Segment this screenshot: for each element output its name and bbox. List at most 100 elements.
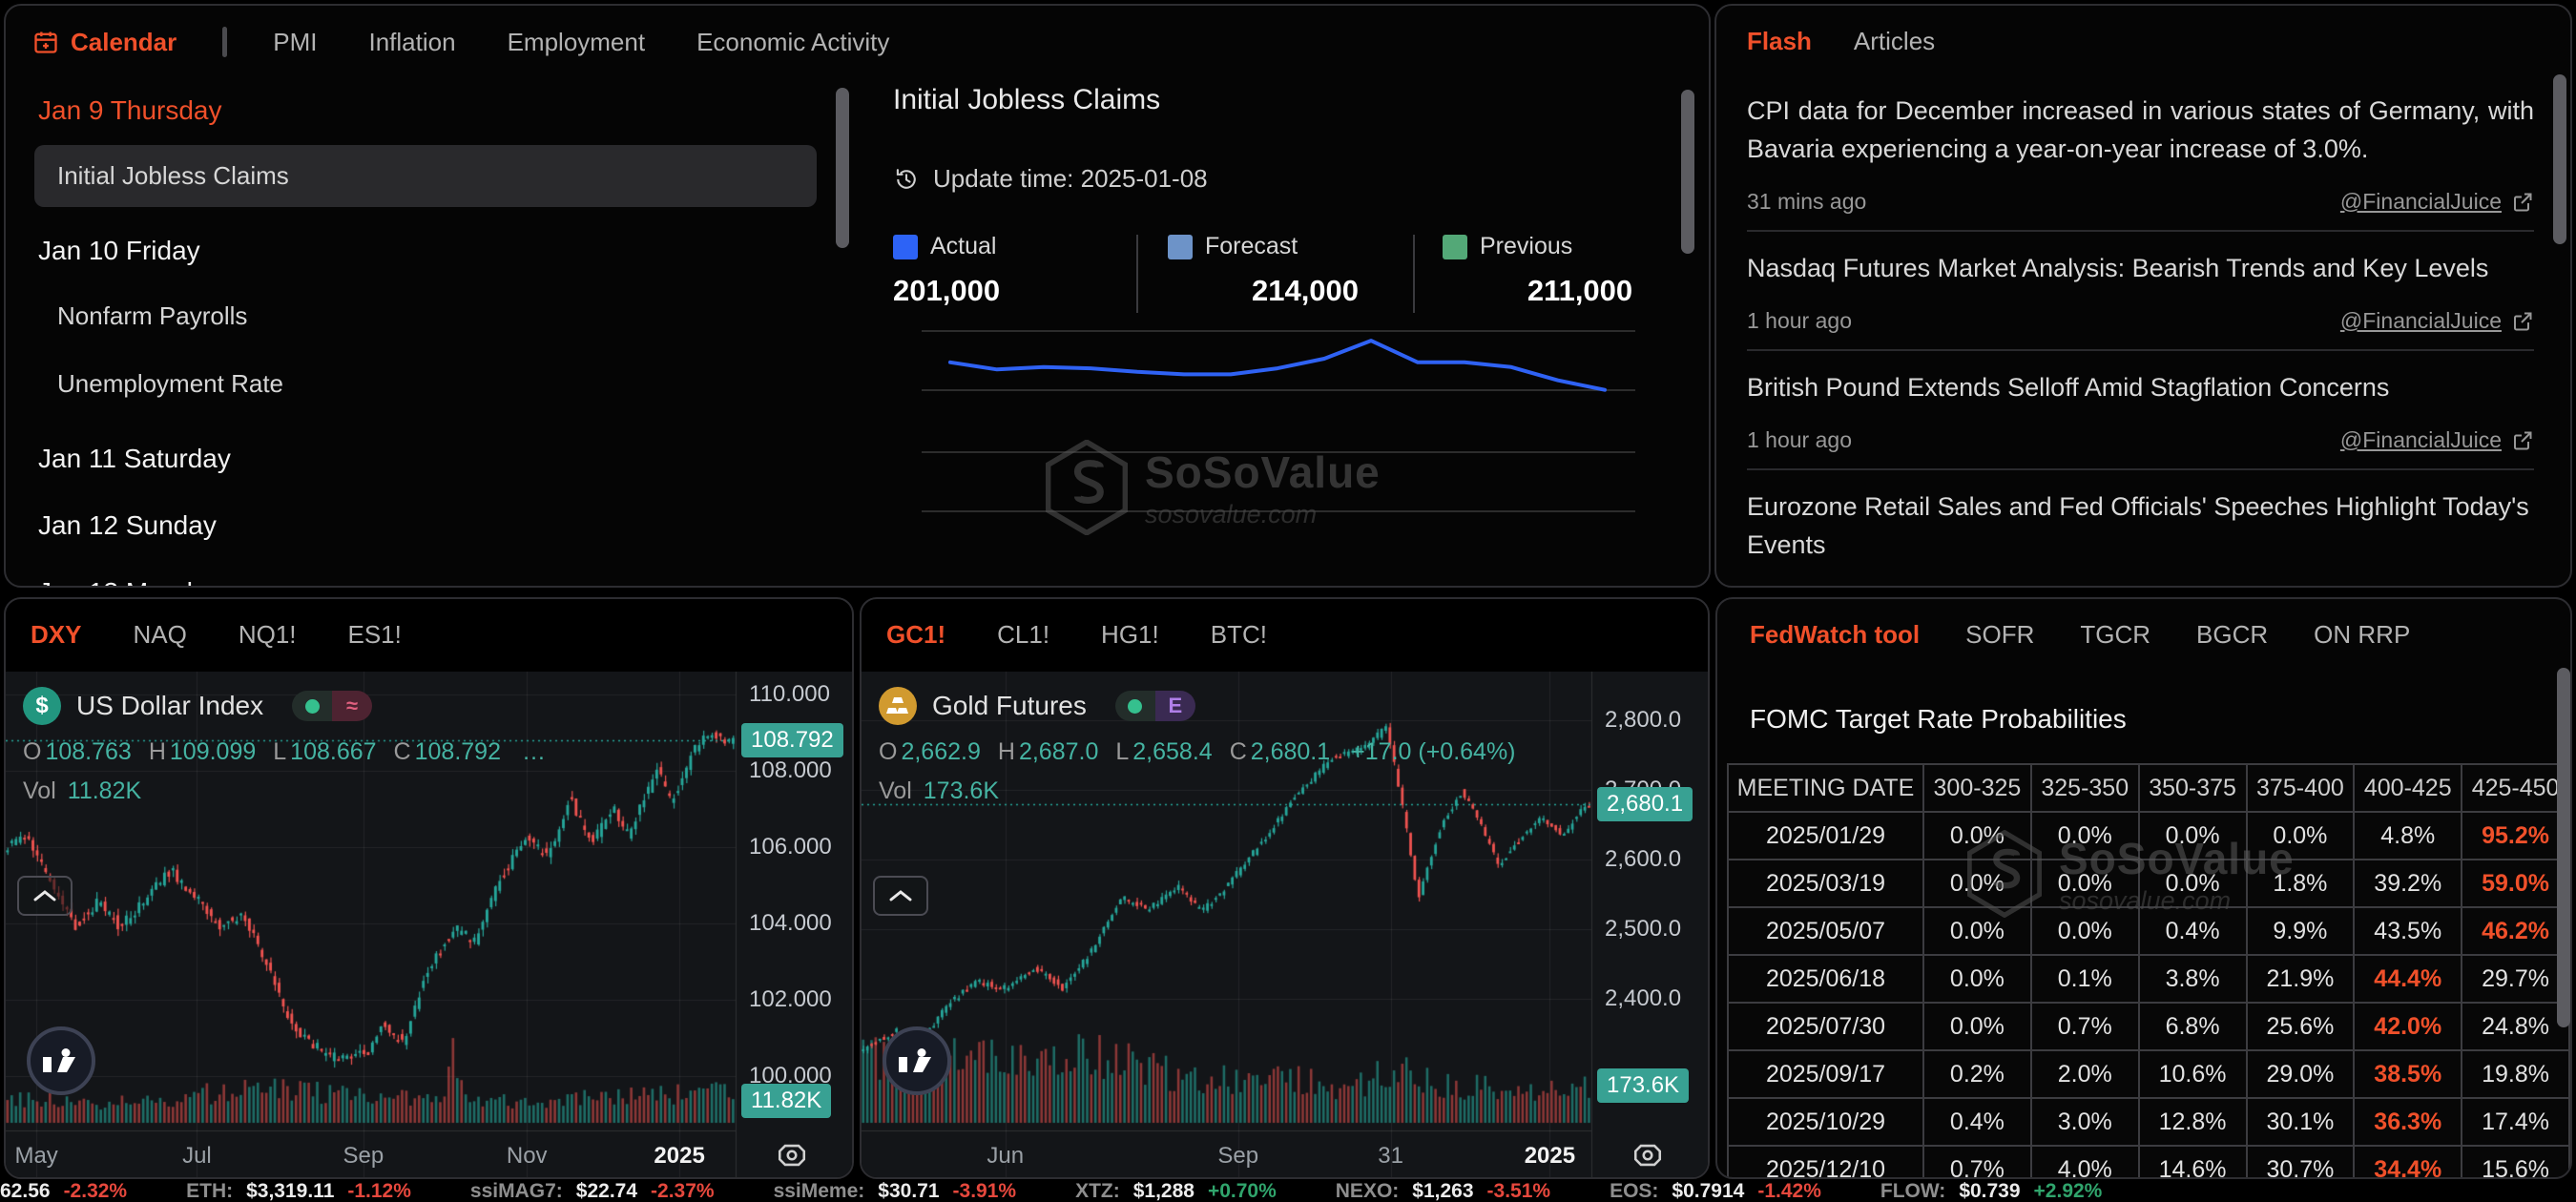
tab-cl1-[interactable]: CL1! xyxy=(997,620,1049,650)
stat-value: 211,000 xyxy=(1527,274,1633,307)
dxy-status-toggle[interactable]: ≈ xyxy=(292,691,373,721)
fed-column-header: 425-450 xyxy=(2462,765,2568,811)
tab-on-rrp[interactable]: ON RRP xyxy=(2314,620,2410,650)
fed-column-header: 350-375 xyxy=(2139,765,2246,811)
tab-inflation[interactable]: Inflation xyxy=(369,28,456,57)
day-label[interactable]: Jan 10 Friday xyxy=(38,236,200,265)
tab-calendar[interactable]: Calendar xyxy=(32,28,177,57)
gold-status-toggle[interactable]: E xyxy=(1114,691,1195,721)
day-label[interactable]: Jan 12 Sunday xyxy=(38,510,217,540)
dxy-x-axis-label: Jul xyxy=(182,1143,212,1169)
dxy-x-axis-label: May xyxy=(14,1143,58,1169)
tab-flash[interactable]: Flash xyxy=(1747,27,1812,56)
stat-forecast: Forecast 214,000 xyxy=(1168,233,1443,308)
ticker-item[interactable]: ssiMAG7: $22.74 -2.37% xyxy=(470,1181,715,1202)
tab-es1-[interactable]: ES1! xyxy=(348,620,402,650)
ticker-item[interactable]: ETH: $3,319.11 -1.12% xyxy=(186,1181,411,1202)
day-label[interactable]: Jan 11 Saturday xyxy=(38,444,231,473)
gold-y-axis-label: 2,600.0 xyxy=(1605,846,1682,872)
tab-employment[interactable]: Employment xyxy=(508,28,646,57)
tab-nq1-[interactable]: NQ1! xyxy=(239,620,297,650)
day-label[interactable]: Jan 13 Monday xyxy=(6,562,845,586)
event-item[interactable]: Initial Jobless Claims xyxy=(34,145,817,207)
fed-probability-cell: 12.8% xyxy=(2139,1099,2246,1145)
gold-settings-gear-icon[interactable] xyxy=(1631,1139,1664,1171)
gold-x-axis-label: Sep xyxy=(1217,1143,1259,1169)
fed-probability-cell: 10.6% xyxy=(2139,1051,2246,1097)
tab-naq[interactable]: NAQ xyxy=(133,620,186,650)
news-item-source-link[interactable]: @FinancialJuice xyxy=(2340,308,2534,334)
day-label[interactable]: Jan 9 Thursday xyxy=(38,95,222,125)
ohlc-field: +17.0 (+0.64%) xyxy=(1351,738,1516,765)
tab-gc1-[interactable]: GC1! xyxy=(886,620,945,650)
ohlc-field: H 2,687.0 xyxy=(997,738,1099,765)
fed-probability-cell: 4.0% xyxy=(2031,1147,2138,1177)
gold-chart-area[interactable]: 2,800.02,700.02,600.02,500.02,400.0JunSe… xyxy=(862,672,1708,1177)
ticker-symbol: ssiMAG7: xyxy=(469,1181,563,1202)
tab-fedwatch-tool[interactable]: FedWatch tool xyxy=(1750,620,1920,650)
gold-candles-canvas[interactable] xyxy=(862,672,1708,1177)
tab-label: PMI xyxy=(273,27,318,56)
tradingview-logo[interactable] xyxy=(27,1026,95,1095)
tab-tgcr[interactable]: TGCR xyxy=(2080,620,2150,650)
tab-bgcr[interactable]: BGCR xyxy=(2196,620,2268,650)
calendar-scrollbar[interactable] xyxy=(836,88,849,248)
fed-column-header: 400-425 xyxy=(2355,765,2462,811)
tab-dxy[interactable]: DXY xyxy=(31,620,81,650)
dxy-collapse-button[interactable] xyxy=(17,876,73,916)
tab-label: DXY xyxy=(31,620,82,649)
news-item-title[interactable]: Nasdaq Futures Market Analysis: Bearish … xyxy=(1747,254,2489,282)
news-item-title[interactable]: British Pound Extends Selloff Amid Stagf… xyxy=(1747,373,2390,402)
event-item[interactable]: Nonfarm Payrolls xyxy=(57,301,248,330)
fed-probability-cell: 0.7% xyxy=(1924,1147,2030,1177)
news-item[interactable]: Nasdaq Futures Market Analysis: Bearish … xyxy=(1747,232,2534,351)
detail-scrollbar[interactable] xyxy=(1681,90,1694,254)
news-item[interactable]: CPI data for December increased in vario… xyxy=(1747,74,2534,232)
ticker-item[interactable]: XTZ: $1,288 +0.70% xyxy=(1075,1181,1277,1202)
stat-label: Forecast xyxy=(1205,233,1298,259)
news-item-meta: 1 hour ago @FinancialJuice xyxy=(1747,308,2534,334)
dxy-chart-area[interactable]: 110.000 108.000 106.000 104.000 102.000 100.0… xyxy=(6,672,852,1177)
news-item-source-link[interactable]: @FinancialJuice xyxy=(2340,189,2534,215)
ticker-item[interactable]: FLOW: $0.739 +2.92% xyxy=(1880,1181,2102,1202)
news-item-title[interactable]: Eurozone Retail Sales and Fed Officials'… xyxy=(1747,492,2529,559)
news-item-title[interactable]: CPI data for December increased in vario… xyxy=(1747,96,2534,163)
dxy-settings-gear-icon[interactable] xyxy=(776,1139,808,1171)
stat-color-square xyxy=(893,234,918,259)
tab-label: ES1! xyxy=(347,620,402,649)
ohlc-field: O 108.763 xyxy=(23,738,132,765)
fed-probability-cell: 59.0% xyxy=(2462,860,2568,906)
news-item-source-link[interactable]: @FinancialJuice xyxy=(2340,427,2534,453)
fed-probability-cell: 29.0% xyxy=(2247,1051,2354,1097)
fed-probability-cell: 15.6% xyxy=(2462,1147,2568,1177)
ticker-item[interactable]: 62.56 -2.32% xyxy=(0,1181,127,1202)
dxy-tabs: DXY NAQ NQ1! ES1! xyxy=(6,599,852,661)
tab-pmi[interactable]: PMI xyxy=(273,28,317,57)
news-item[interactable]: Eurozone Retail Sales and Fed Officials'… xyxy=(1747,470,2534,579)
fedwatch-scrollbar[interactable] xyxy=(2557,668,2570,1027)
gold-collapse-button[interactable] xyxy=(873,876,928,916)
news-scrollbar[interactable] xyxy=(2553,74,2566,244)
tab-hg1-[interactable]: HG1! xyxy=(1101,620,1159,650)
news-item[interactable]: British Pound Extends Selloff Amid Stagf… xyxy=(1747,351,2534,470)
dxy-candles-canvas[interactable] xyxy=(6,672,852,1177)
ticker-symbol: XTZ: xyxy=(1075,1181,1120,1202)
jobless-claims-mini-chart[interactable] xyxy=(889,321,1635,540)
dxy-y-axis-label: 104.000 xyxy=(749,910,832,936)
ticker-item[interactable]: ssiMeme: $30.71 -3.91% xyxy=(774,1181,1017,1202)
news-source-label: @FinancialJuice xyxy=(2339,189,2502,214)
news-source-label: @FinancialJuice xyxy=(2339,308,2502,333)
fomc-probability-table[interactable]: MEETING DATE 300-325 325-350 350-375 375-400… xyxy=(1727,763,2570,1177)
event-item[interactable]: Unemployment Rate xyxy=(57,369,283,398)
live-dot-icon xyxy=(292,691,333,721)
tab-economic-activity[interactable]: Economic Activity xyxy=(696,28,889,57)
tradingview-logo[interactable] xyxy=(883,1026,951,1095)
ticker-item[interactable]: NEXO: $1,263 -3.51% xyxy=(1336,1181,1550,1202)
gold-y-axis-label: 2,800.0 xyxy=(1605,707,1682,733)
ticker-item[interactable]: EOS: $0.7914 -1.42% xyxy=(1610,1181,1821,1202)
ohlc-field: O 2,662.9 xyxy=(879,738,981,765)
tab-btc-[interactable]: BTC! xyxy=(1211,620,1267,650)
tab-articles[interactable]: Articles xyxy=(1854,27,1935,56)
tab-sofr[interactable]: SOFR xyxy=(1965,620,2034,650)
fed-probability-cell: 0.2% xyxy=(1924,1051,2030,1097)
